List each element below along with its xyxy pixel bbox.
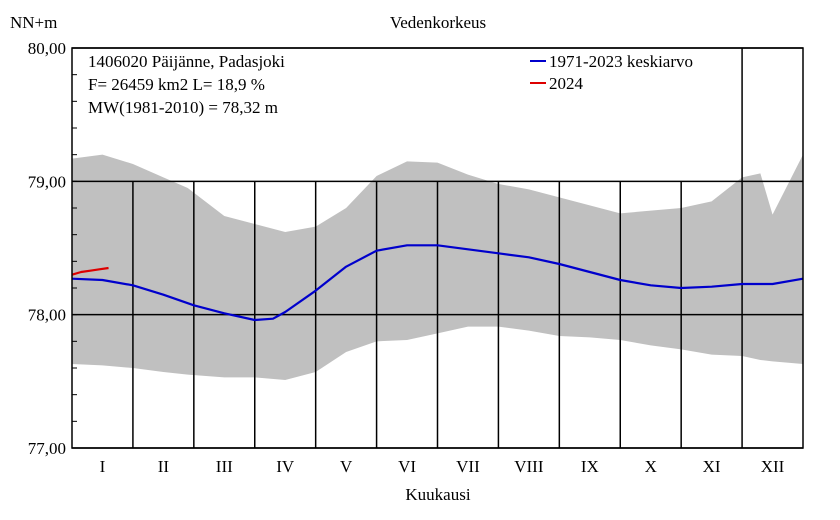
series-lines bbox=[71, 244, 804, 322]
y-axis-ticks: 77,00 78,00 79,00 80,00 bbox=[28, 39, 66, 458]
x-tick-label-III: III bbox=[216, 457, 233, 476]
x-axis-label: Kuukausi bbox=[405, 485, 470, 504]
y-tick-label-3: 80,00 bbox=[28, 39, 66, 58]
x-tick-label-VI: VI bbox=[398, 457, 416, 476]
y-axis-label: NN+m bbox=[10, 13, 57, 32]
legend-label-current: 2024 bbox=[549, 74, 584, 93]
series-line-0 bbox=[71, 244, 804, 322]
x-tick-label-IV: IV bbox=[276, 457, 295, 476]
chart-title: Vedenkorkeus bbox=[390, 13, 486, 32]
x-tick-label-IX: IX bbox=[581, 457, 599, 476]
info-area: F= 26459 km2 L= 18,9 % bbox=[88, 75, 265, 94]
x-tick-label-I: I bbox=[100, 457, 106, 476]
info-station: 1406020 Päijänne, Padasjoki bbox=[88, 52, 285, 71]
legend-label-mean: 1971-2023 keskiarvo bbox=[549, 52, 693, 71]
x-tick-label-II: II bbox=[158, 457, 170, 476]
x-tick-label-V: V bbox=[340, 457, 353, 476]
x-axis-ticks: I II III IV V VI VII VIII IX X XI XII bbox=[100, 457, 785, 476]
x-tick-label-XII: XII bbox=[761, 457, 785, 476]
y-tick-label-1: 78,00 bbox=[28, 306, 66, 325]
x-tick-label-VII: VII bbox=[456, 457, 480, 476]
y-tick-label-0: 77,00 bbox=[28, 439, 66, 458]
x-tick-label-XI: XI bbox=[703, 457, 721, 476]
plot-frame bbox=[71, 47, 804, 449]
info-mean-water: MW(1981-2010) = 78,32 m bbox=[88, 98, 278, 117]
y-tick-label-2: 79,00 bbox=[28, 172, 66, 191]
legend: 1971-2023 keskiarvo 2024 bbox=[530, 52, 693, 93]
x-tick-label-X: X bbox=[645, 457, 657, 476]
x-tick-label-VIII: VIII bbox=[514, 457, 544, 476]
series-line-1 bbox=[71, 266, 109, 276]
